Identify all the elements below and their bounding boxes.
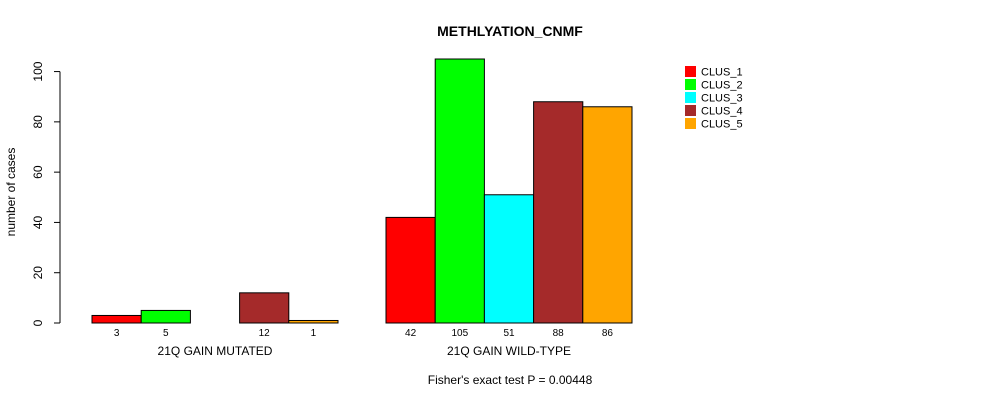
y-tick-label: 80 [31, 115, 45, 129]
legend-label: CLUS_1 [701, 67, 743, 79]
y-tick-label: 0 [31, 319, 45, 326]
y-axis: 0 20 40 60 80 100 [31, 61, 61, 326]
bar-count-label: 42 [405, 328, 417, 339]
bar-count-label: 86 [602, 328, 614, 339]
bar-clus-1-group-2 [385, 216, 436, 324]
chart-title: METHLYATION_CNMF [437, 23, 583, 39]
bar-clus-2-group-2 [434, 58, 485, 324]
bar-count-labels: 3 5 12 1 42 105 51 88 86 [114, 328, 614, 339]
bar-clus-3-group-2 [483, 194, 535, 324]
bar-clus-5-group-2 [582, 106, 633, 324]
bar-clus-1-group-1 [91, 314, 142, 324]
legend-swatch [685, 92, 696, 103]
y-tick-label: 20 [31, 266, 45, 280]
legend-label: CLUS_3 [701, 93, 743, 105]
fisher-test-footnote: Fisher's exact test P = 0.00448 [428, 373, 593, 387]
bar-clus-2-group-1 [140, 309, 191, 324]
legend-swatch [685, 66, 696, 77]
bar-count-label: 5 [163, 328, 169, 339]
bar-count-label: 1 [311, 328, 317, 339]
bars [91, 58, 633, 324]
bar-clus-4-group-1 [239, 292, 290, 324]
group-label: 21Q GAIN WILD-TYPE [447, 344, 571, 358]
legend-swatch [685, 118, 696, 129]
y-axis-label: number of cases [4, 148, 18, 237]
legend-swatch [685, 79, 696, 90]
bar-count-label: 12 [259, 328, 271, 339]
bar-count-label: 3 [114, 328, 120, 339]
bar-clus-4-group-2 [533, 101, 584, 324]
legend-swatch [685, 105, 696, 116]
legend-label: CLUS_4 [701, 106, 743, 118]
bar-count-label: 88 [553, 328, 565, 339]
group-labels: 21Q GAIN MUTATED 21Q GAIN WILD-TYPE [158, 344, 571, 358]
y-tick-label: 60 [31, 165, 45, 179]
bar-count-label: 51 [503, 328, 515, 339]
group-label: 21Q GAIN MUTATED [158, 344, 273, 358]
bar-clus-5-group-1 [288, 319, 339, 324]
y-tick-label: 100 [31, 61, 45, 81]
y-tick-label: 40 [31, 215, 45, 229]
legend-label: CLUS_5 [701, 119, 743, 131]
legend-label: CLUS_2 [701, 80, 743, 92]
bar-count-label: 105 [451, 328, 468, 339]
